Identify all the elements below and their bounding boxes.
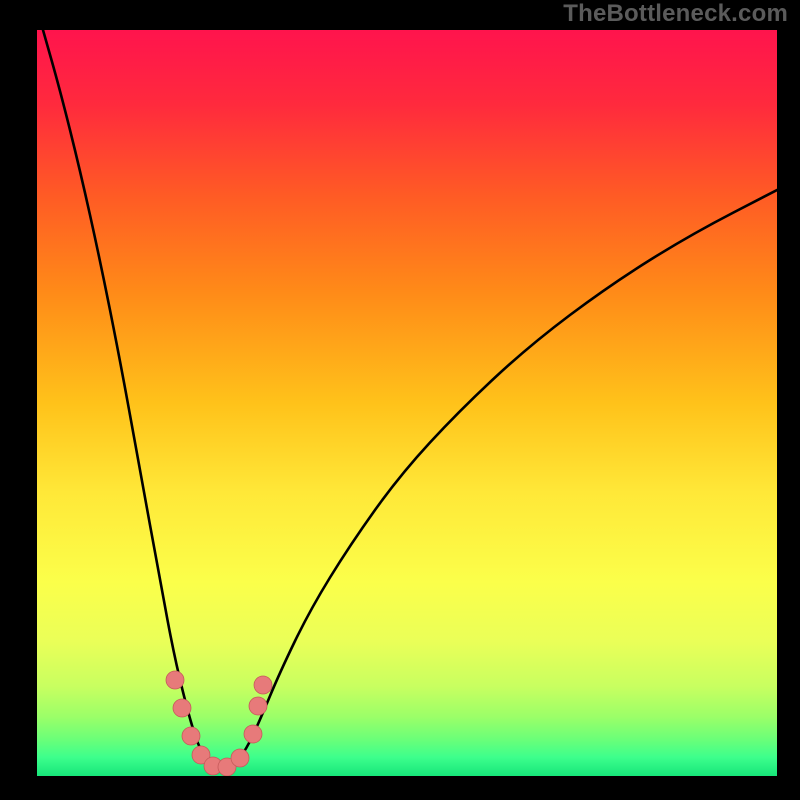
watermark-text: TheBottleneck.com: [563, 0, 788, 28]
data-marker: [182, 727, 200, 745]
data-marker: [244, 725, 262, 743]
curve-layer: [37, 30, 777, 776]
chart-stage: TheBottleneck.com: [0, 0, 800, 800]
data-marker: [254, 676, 272, 694]
data-marker: [231, 749, 249, 767]
data-marker: [166, 671, 184, 689]
data-marker: [173, 699, 191, 717]
plot-area: [37, 30, 777, 776]
bottleneck-curve: [43, 30, 777, 769]
data-marker: [249, 697, 267, 715]
